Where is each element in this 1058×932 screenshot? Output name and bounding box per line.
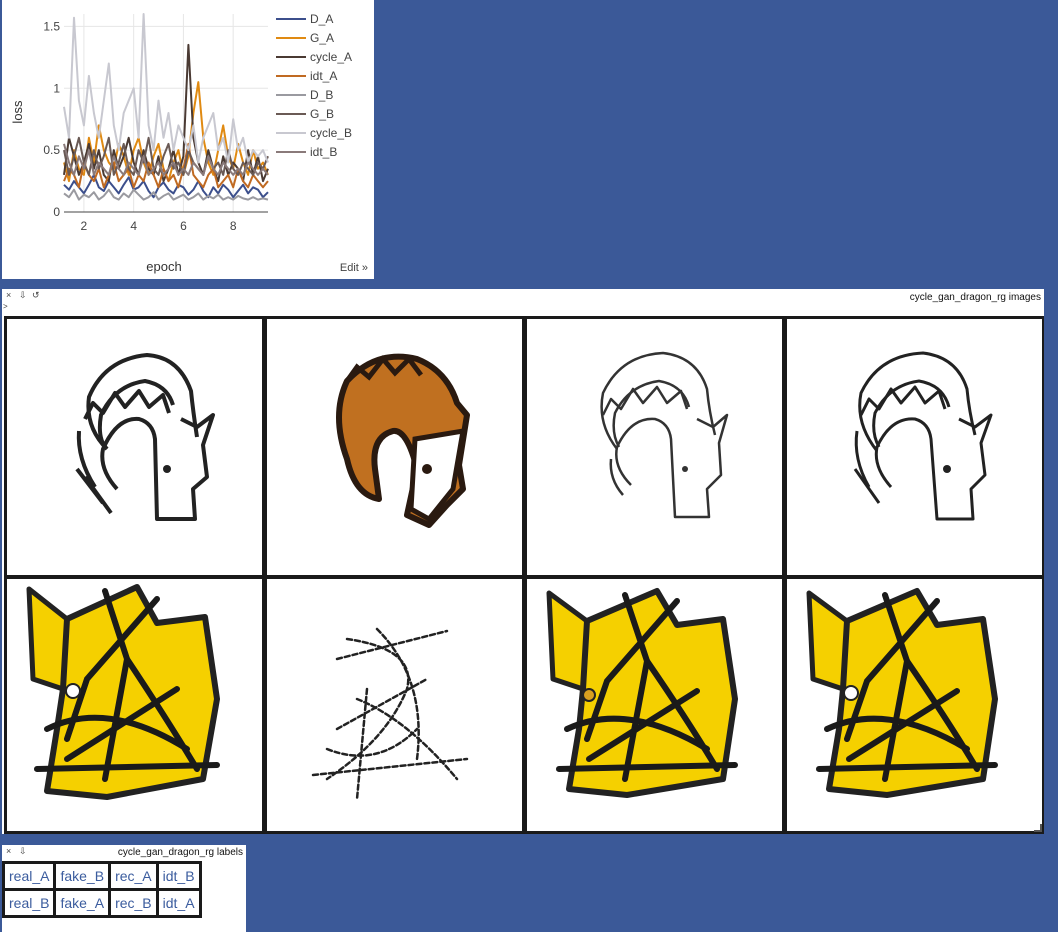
yellow-abstract-image [26, 584, 220, 800]
dragon-outline-image [853, 351, 993, 521]
label-cell: rec_B [111, 891, 156, 915]
x-axis-label: epoch [146, 259, 181, 274]
image-real-b [7, 579, 262, 831]
legend-item-label[interactable]: G_A [310, 31, 334, 45]
dragon-colored-image [336, 353, 470, 528]
images-pane-toolbar: × ⇩ ↺ > cycle_gan_dragon_rg images [2, 289, 1044, 311]
image-real-a [7, 319, 262, 575]
legend-item-label[interactable]: cycle_A [310, 50, 352, 64]
legend-item-label[interactable]: D_A [310, 12, 333, 26]
label-cell: fake_A [56, 891, 109, 915]
series-line-cycle_B [63, 13, 269, 164]
series-line-D_A [63, 173, 269, 199]
label-cell: real_B [5, 891, 54, 915]
download-icon[interactable]: ⇩ [19, 846, 27, 856]
reset-icon[interactable]: ↺ [32, 290, 40, 300]
sketch-abstract-image [311, 627, 469, 801]
label-cell: idt_B [158, 864, 199, 888]
image-grid [4, 316, 1044, 834]
series-line-idt_A [63, 142, 269, 189]
yellow-abstract-image [546, 588, 738, 798]
label-cell: fake_B [56, 864, 109, 888]
table-row: real_B fake_A rec_B idt_A [5, 891, 199, 915]
series-line-idt_B [63, 143, 269, 176]
y-tick-label: 0.5 [43, 143, 60, 157]
labels-pane-title: cycle_gan_dragon_rg labels [117, 847, 243, 858]
x-tick-label: 4 [130, 219, 137, 233]
image-fake-a [267, 579, 522, 831]
y-tick-label: 1 [53, 81, 60, 95]
legend-item-label[interactable]: G_B [310, 107, 334, 121]
legend-item-label[interactable]: idt_A [310, 69, 337, 83]
drag-handle-icon[interactable]: > [3, 302, 8, 311]
dragon-outline-image [600, 351, 729, 519]
legend-item-label[interactable]: D_B [310, 88, 333, 102]
y-tick-label: 0 [53, 205, 60, 219]
legend-item-label[interactable]: idt_B [310, 145, 337, 159]
labels-table: real_A fake_B rec_A idt_B real_B fake_A … [2, 861, 202, 918]
images-pane-title: cycle_gan_dragon_rg images [909, 292, 1041, 303]
close-icon[interactable]: × [6, 846, 12, 856]
loss-line-chart[interactable]: 0 0.5 1 1.5 2 4 6 8 D_A G_A cycle_A idt_A D_B G_Bcyc… [2, 0, 374, 279]
series-line-D_B [63, 188, 269, 201]
dragon-outline-image [75, 353, 215, 521]
edit-chart-link[interactable]: Edit » [339, 262, 368, 274]
image-rec-b [527, 579, 782, 831]
labels-pane: × ⇩ cycle_gan_dragon_rg labels real_A fa… [2, 845, 246, 932]
label-cell: real_A [5, 864, 54, 888]
x-tick-label: 6 [180, 219, 187, 233]
legend-item-label[interactable]: cycle_B [310, 126, 352, 140]
image-idt-b [787, 319, 1042, 575]
close-icon[interactable]: × [6, 290, 12, 300]
image-rec-a [527, 319, 782, 575]
x-tick-label: 2 [81, 219, 88, 233]
label-cell: idt_A [158, 891, 199, 915]
y-axis-label: loss [10, 100, 25, 124]
image-fake-b [267, 319, 522, 575]
resize-handle-icon[interactable] [1034, 824, 1042, 832]
labels-pane-toolbar: × ⇩ cycle_gan_dragon_rg labels [2, 845, 246, 859]
x-tick-label: 8 [230, 219, 237, 233]
yellow-abstract-image [806, 588, 998, 798]
label-cell: rec_A [111, 864, 156, 888]
image-idt-a [787, 579, 1042, 831]
y-tick-label: 1.5 [43, 19, 60, 33]
images-pane: × ⇩ ↺ > cycle_gan_dragon_rg images [2, 289, 1044, 834]
table-row: real_A fake_B rec_A idt_B [5, 864, 199, 888]
download-icon[interactable]: ⇩ [19, 290, 27, 300]
